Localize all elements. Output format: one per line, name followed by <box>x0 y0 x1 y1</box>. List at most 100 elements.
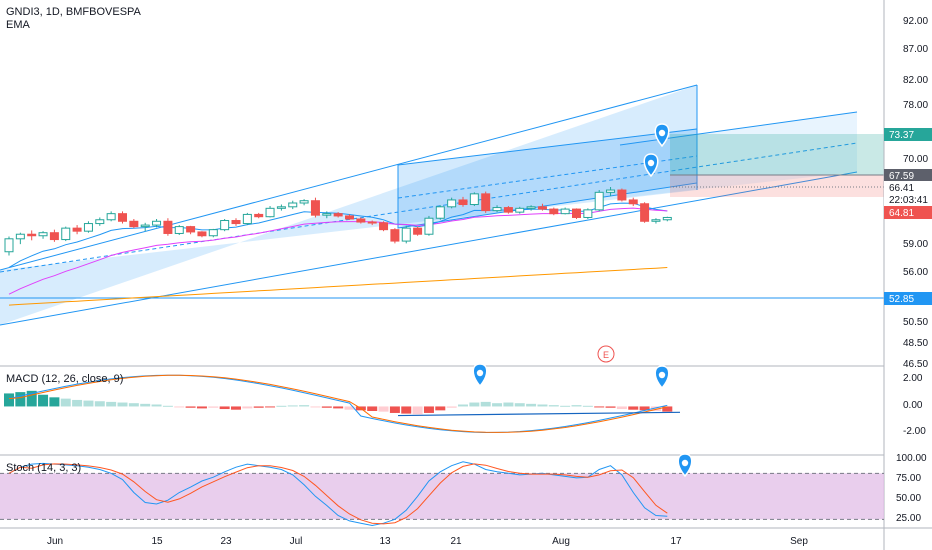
stop-zone <box>670 175 884 197</box>
candle-body <box>379 222 389 231</box>
stoch-tick-label: 50.00 <box>896 493 921 504</box>
candle-body <box>481 193 491 212</box>
price-tag <box>884 292 932 305</box>
candle-body <box>186 226 196 233</box>
candle-body <box>72 227 82 232</box>
candle-body <box>424 217 434 235</box>
time-tick-label: Jul <box>290 536 303 547</box>
time-axis[interactable]: Jun 15 23 Jul 13 21 Aug 17 Sep <box>47 536 808 547</box>
price-tick-label: 87.00 <box>903 44 928 55</box>
macd-histogram-bar <box>378 406 389 412</box>
macd-histogram-bar <box>231 406 241 410</box>
macd-tick-label: -2.00 <box>903 426 926 437</box>
candle-body <box>606 189 616 193</box>
alert-pin-icon[interactable] <box>654 365 670 390</box>
macd-histogram-bar <box>571 405 582 407</box>
drawing-tools-layer[interactable] <box>0 84 884 326</box>
stoch-tick-label: 100.00 <box>896 453 927 464</box>
earnings-marker[interactable]: E <box>597 345 615 363</box>
candle-body <box>61 227 71 241</box>
alert-pin-icon[interactable] <box>472 363 488 388</box>
plot-background <box>0 0 884 528</box>
macd-histogram-bar <box>15 392 26 407</box>
macd-histogram-bar <box>276 405 287 407</box>
macd-histogram-bar <box>412 406 423 415</box>
candle-body <box>628 199 638 205</box>
macd-histogram-bar <box>389 406 400 413</box>
macd-histogram-bar <box>662 406 673 412</box>
stoch-k-line <box>8 461 668 527</box>
macd-title: MACD (12, 26, close, 9) <box>6 373 123 385</box>
candle-body <box>152 220 162 226</box>
macd-histogram-bar <box>128 403 139 407</box>
price-tag-label: 67.59 <box>889 171 914 182</box>
time-tick-label: Sep <box>790 536 808 547</box>
macd-histogram-bar <box>219 406 230 410</box>
macd-histogram-bar <box>208 406 219 408</box>
target-zone <box>670 134 884 175</box>
indicator-label: EMA <box>6 19 31 31</box>
alert-pin-icon[interactable] <box>643 153 659 178</box>
macd-histogram-bar <box>83 400 94 407</box>
alert-pin-icon[interactable] <box>654 123 670 148</box>
macd-histogram-bar <box>174 406 185 408</box>
macd-histogram-bar <box>526 403 537 407</box>
macd-histogram-bar <box>38 394 49 407</box>
price-tag-label: 22:03:41 <box>889 195 928 206</box>
macd-histogram-bar <box>639 406 650 411</box>
time-tick-label: 23 <box>220 536 232 547</box>
candle-body <box>549 208 559 215</box>
price-tag <box>884 128 932 141</box>
candle-body <box>299 200 309 204</box>
macd-histogram-bar <box>480 401 491 407</box>
candle-body <box>163 220 173 234</box>
pin-dot <box>658 371 666 379</box>
candle-body <box>469 193 479 206</box>
macd-histogram-bar <box>594 406 605 408</box>
candle-body <box>515 207 525 213</box>
candle-body <box>310 200 320 216</box>
macd-trendline <box>397 411 681 417</box>
price-tick-label: 82.00 <box>903 75 928 86</box>
macd-signal-line <box>8 374 668 433</box>
candle-body <box>435 206 445 219</box>
price-axis[interactable]: 92.0087.0082.0078.0070.0062.0059.0056.00… <box>884 16 932 524</box>
candle-body <box>265 207 275 218</box>
candle-body <box>27 233 37 237</box>
channel2-fill <box>620 112 857 198</box>
macd-histogram-bar <box>185 406 196 408</box>
macd-pane[interactable] <box>4 374 681 434</box>
candle-body <box>458 199 468 206</box>
macd-histogram-bar <box>72 399 83 407</box>
time-tick-label: Jun <box>47 536 63 547</box>
alert-pins[interactable] <box>472 123 693 478</box>
price-tick-label: 56.00 <box>903 267 928 278</box>
macd-histogram-bar <box>503 402 514 407</box>
pin-dot <box>658 129 666 137</box>
candle-body <box>220 220 230 231</box>
earnings-icon[interactable] <box>597 345 615 363</box>
candles-layer[interactable] <box>4 187 672 256</box>
macd-histogram-bar <box>151 404 162 407</box>
alert-pin-icon[interactable] <box>677 453 693 478</box>
candle-body <box>503 207 513 213</box>
macd-histogram-bar <box>162 405 173 407</box>
stoch-pane[interactable] <box>0 461 884 527</box>
candle-body <box>640 203 650 222</box>
macd-histogram-bar <box>94 401 105 407</box>
macd-histogram-bar <box>140 403 151 407</box>
price-tag-label: 66.41 <box>889 183 914 194</box>
macd-histogram-bar <box>49 397 60 407</box>
macd-histogram-bar <box>458 404 468 407</box>
macd-histogram-bar <box>344 406 355 410</box>
candle-body <box>345 215 354 220</box>
macd-histogram-bar <box>446 406 457 408</box>
candle-body <box>254 213 264 218</box>
ema-long-line <box>8 267 668 306</box>
macd-tick-label: 2.00 <box>903 373 923 384</box>
candle-body <box>4 238 14 253</box>
channel-upper-line <box>0 84 698 271</box>
macd-histogram-bar <box>548 405 559 407</box>
